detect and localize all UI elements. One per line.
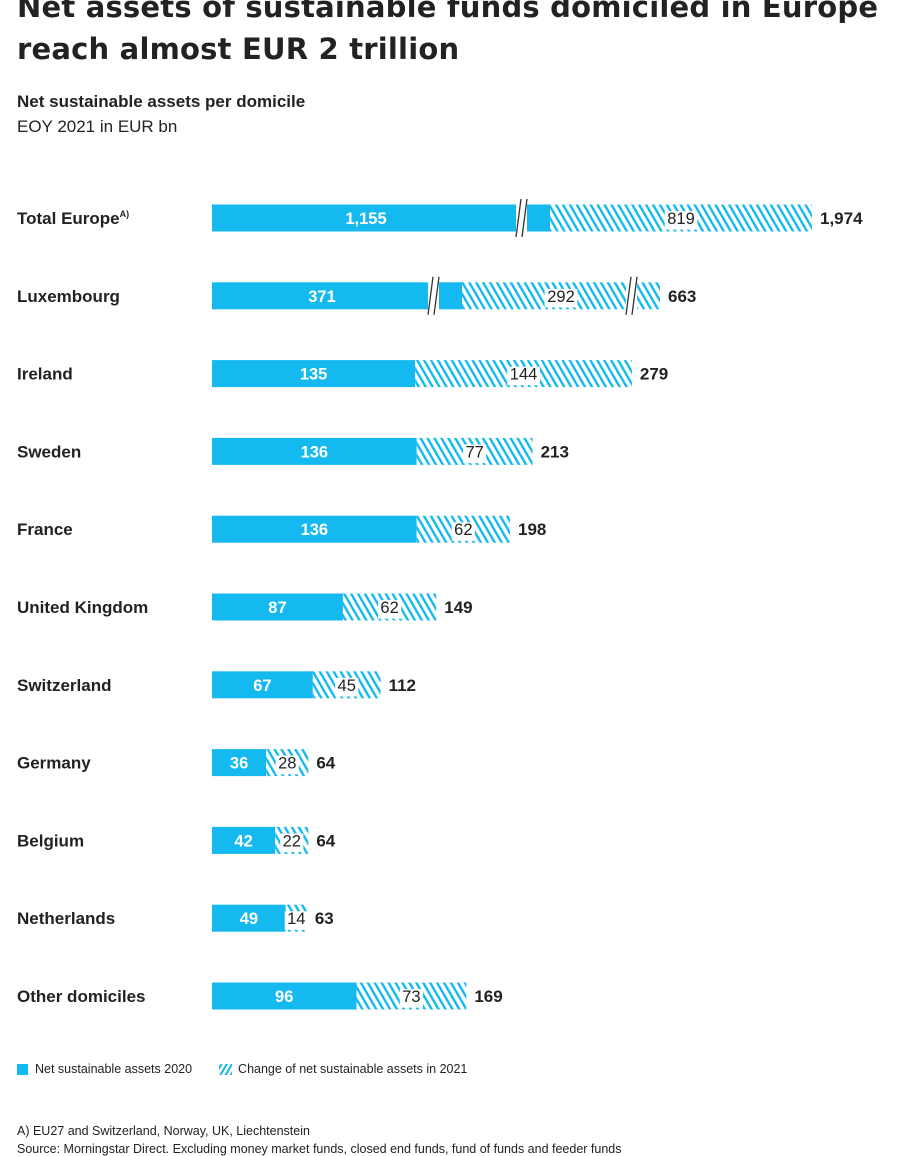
axis-break-base-total-europe [515,198,528,238]
category-label-netherlands: Netherlands [17,909,115,928]
bar-base-sweden [212,437,417,465]
value-label-total-total-europe: 1,974 [820,209,863,228]
value-label-change-sweden-bg [463,444,487,464]
value-label-change-ireland-bg [507,366,540,386]
legend-label-hatched: Change of net sustainable assets in 2021 [238,1062,468,1076]
value-label-total-switzerland: 112 [389,676,416,695]
source-note: Source: Morningstar Direct. Excluding mo… [17,1142,622,1156]
bar-base-germany [212,749,267,777]
value-label-base-germany: 36 [230,755,248,773]
value-label-change-ireland: 144 [510,366,538,384]
unit-label: EOY 2021 in EUR bn [17,117,178,136]
category-label-sweden: Sweden [17,442,81,461]
value-label-base-other-domiciles: 96 [275,988,293,1006]
category-label-ireland: Ireland [17,365,73,384]
value-label-total-ireland: 279 [640,365,668,384]
legend: Net sustainable assets 2020 Change of ne… [17,1062,467,1076]
bar-base-ireland [212,360,416,388]
category-label-other-domiciles: Other domiciles [17,987,145,1006]
bar-base-other-domiciles [212,982,357,1010]
value-label-change-luxembourg-bg [544,288,578,308]
category-label-luxembourg: Luxembourg [17,287,120,306]
legend-swatch-hatched [219,1063,233,1075]
value-label-change-belgium-bg [280,833,304,853]
legend-label-solid: Net sustainable assets 2020 [35,1062,193,1076]
legend-swatch-solid [17,1063,28,1075]
chart-subtitle: Net sustainable assets per domicile [17,92,306,111]
value-label-base-united-kingdom: 87 [268,599,286,617]
value-label-base-ireland: 135 [300,366,328,384]
value-label-base-france: 136 [301,521,329,539]
axis-break-base-total-europe-stroke-1 [515,198,522,238]
value-label-total-germany: 64 [316,754,335,773]
axis-break-base-luxembourg-gap [428,277,439,314]
bar-chart: Total EuropeA) 1,155 819 1,974 Luxembourg 371… [17,198,863,1010]
value-label-base-sweden: 136 [301,443,329,461]
bar-base-belgium [212,826,276,854]
axis-break-change-luxembourg-stroke-2 [631,276,638,315]
bar-base-luxembourg [212,282,462,310]
category-label-germany: Germany [17,754,91,773]
value-label-change-other-domiciles-bg [399,989,423,1008]
value-label-change-luxembourg: 292 [547,288,575,306]
value-label-base-switzerland: 67 [253,677,271,695]
value-label-change-belgium: 22 [283,832,301,850]
value-label-change-total-europe-bg [664,211,698,230]
chart-title: Net assets of sustainable funds domicile… [17,0,879,66]
category-label-united-kingdom: United Kingdom [17,598,148,617]
value-label-total-sweden: 213 [541,442,569,461]
value-label-total-united-kingdom: 149 [444,598,472,617]
bar-base-netherlands [212,904,286,932]
axis-break-base-total-europe-gap [516,200,527,236]
value-label-change-netherlands-bg [284,911,308,930]
value-label-change-france-bg [451,522,475,541]
category-label-france: France [17,520,73,539]
value-label-base-total-europe: 1,155 [345,210,386,228]
value-label-base-belgium: 42 [234,832,252,850]
value-label-change-switzerland: 45 [338,677,356,695]
value-label-change-germany: 28 [278,755,296,773]
category-label-switzerland: Switzerland [17,676,111,695]
category-label-total-europe: Total EuropeA) [17,209,129,228]
footnote: A) EU27 and Switzerland, Norway, UK, Lie… [17,1124,310,1138]
bar-base-total-europe [212,204,550,232]
axis-break-change-luxembourg-gap [626,277,637,314]
axis-break-change-luxembourg-stroke-1 [625,276,632,315]
bar-base-france [212,515,417,543]
value-label-base-netherlands: 49 [240,910,258,928]
category-label-belgium: Belgium [17,831,84,850]
value-label-change-united-kingdom: 62 [380,599,398,617]
value-label-change-total-europe: 819 [667,210,695,228]
value-label-total-france: 198 [518,520,546,539]
value-label-change-sweden: 77 [465,443,483,461]
value-label-total-other-domiciles: 169 [474,987,502,1006]
value-label-total-belgium: 64 [316,831,335,850]
value-label-total-netherlands: 63 [315,909,334,928]
axis-break-base-luxembourg-stroke-1 [427,276,434,315]
value-label-change-netherlands: 14 [287,910,305,928]
axis-break-change-luxembourg [625,276,638,315]
value-label-change-switzerland-bg [335,677,359,697]
value-label-change-other-domiciles: 73 [402,988,420,1006]
value-label-change-germany-bg [275,755,299,775]
bar-base-united-kingdom [212,593,343,621]
axis-break-base-luxembourg [427,276,440,315]
bar-base-switzerland [212,671,313,699]
value-label-change-france: 62 [454,521,472,539]
axis-break-base-luxembourg-stroke-2 [433,276,440,315]
value-label-base-luxembourg: 371 [308,288,336,306]
value-label-change-united-kingdom-bg [378,600,402,619]
axis-break-base-total-europe-stroke-2 [521,198,528,238]
value-label-total-luxembourg: 663 [668,287,696,306]
